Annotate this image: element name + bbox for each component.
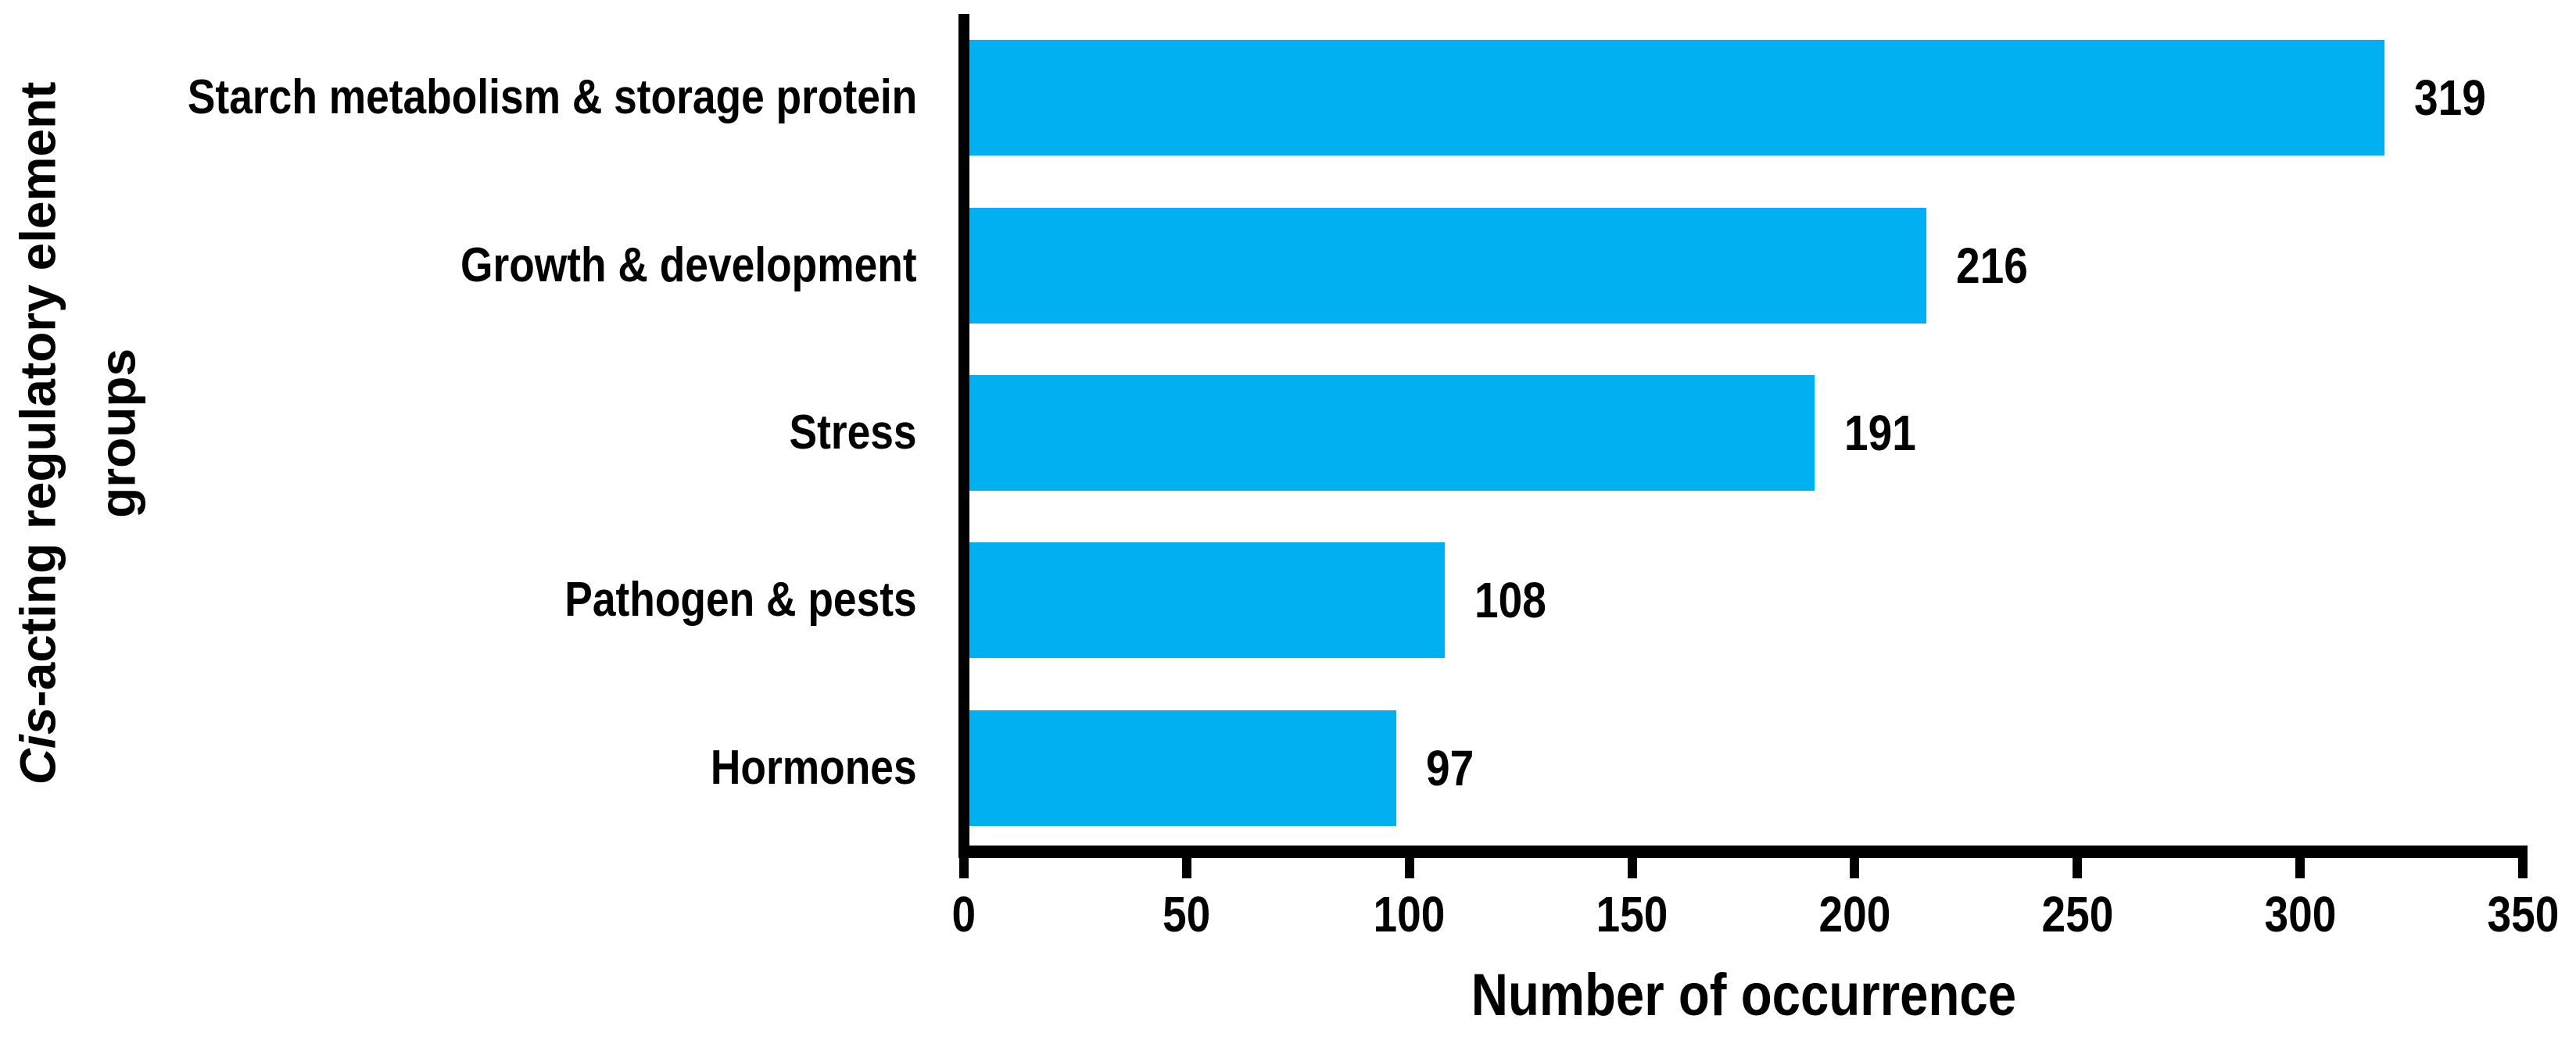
bar — [964, 207, 1926, 324]
value-label: 108 — [1474, 517, 1558, 684]
x-axis-title-text: Number of occurrence — [1471, 962, 2016, 1028]
bar — [964, 375, 1815, 491]
x-axis-tick-label: 50 — [1093, 889, 1281, 939]
x-axis-tick-mark — [2518, 858, 2528, 878]
category-label-text: Growth & development — [460, 238, 917, 292]
x-axis-tick-label-text: 350 — [2487, 886, 2559, 942]
value-label: 97 — [1426, 685, 1481, 852]
x-axis-tick-label-text: 200 — [1818, 886, 1891, 942]
category-label: Hormones — [0, 685, 917, 852]
value-label-text: 191 — [1844, 404, 1916, 461]
category-label-text: Stress — [789, 405, 917, 459]
x-axis-tick-label: 350 — [2429, 889, 2576, 939]
x-axis-tick-mark — [1404, 858, 1414, 878]
x-axis-tick-mark — [2073, 858, 2083, 878]
x-axis-tick-label-text: 50 — [1163, 886, 1211, 942]
x-axis-tick-label: 300 — [2206, 889, 2394, 939]
x-axis-tick-label: 250 — [1983, 889, 2171, 939]
category-label-text: Pathogen & pests — [564, 573, 917, 627]
category-label-text: Starch metabolism & storage protein — [187, 70, 917, 125]
category-label: Growth & development — [0, 181, 917, 349]
category-label: Starch metabolism & storage protein — [0, 14, 917, 181]
x-axis-tick-label: 200 — [1761, 889, 1948, 939]
value-label-text: 319 — [2414, 70, 2486, 127]
bar — [964, 542, 1445, 659]
x-axis-tick-mark — [1181, 858, 1191, 878]
x-axis-tick-mark — [959, 858, 969, 878]
x-axis-tick-label-text: 100 — [1373, 886, 1446, 942]
x-axis-tick-mark — [1850, 858, 1860, 878]
x-axis-tick-mark — [1627, 858, 1637, 878]
category-label: Stress — [0, 349, 917, 517]
x-axis-tick-label: 100 — [1316, 889, 1503, 939]
value-label: 216 — [1956, 181, 2040, 349]
category-label: Pathogen & pests — [0, 517, 917, 684]
x-axis-tick-label-text: 150 — [1596, 886, 1668, 942]
value-label-text: 108 — [1474, 572, 1546, 629]
value-label: 319 — [2414, 14, 2498, 181]
x-axis-tick-label: 150 — [1539, 889, 1726, 939]
value-label-text: 216 — [1956, 237, 2028, 294]
x-axis-tick-mark — [2295, 858, 2306, 878]
x-axis-tick-label-text: 0 — [951, 886, 976, 942]
bar — [964, 710, 1396, 826]
x-axis-tick-label-text: 300 — [2264, 886, 2337, 942]
category-label-text: Hormones — [711, 740, 917, 795]
x-axis-line — [958, 846, 2528, 858]
x-axis-title: Number of occurrence — [964, 966, 2523, 1025]
y-axis-line — [958, 14, 969, 858]
bar — [964, 40, 2384, 156]
x-axis-tick-label-text: 250 — [2041, 886, 2114, 942]
x-axis-tick-label: 0 — [870, 889, 1058, 939]
value-label: 191 — [1844, 349, 1928, 517]
value-label-text: 97 — [1426, 739, 1474, 796]
